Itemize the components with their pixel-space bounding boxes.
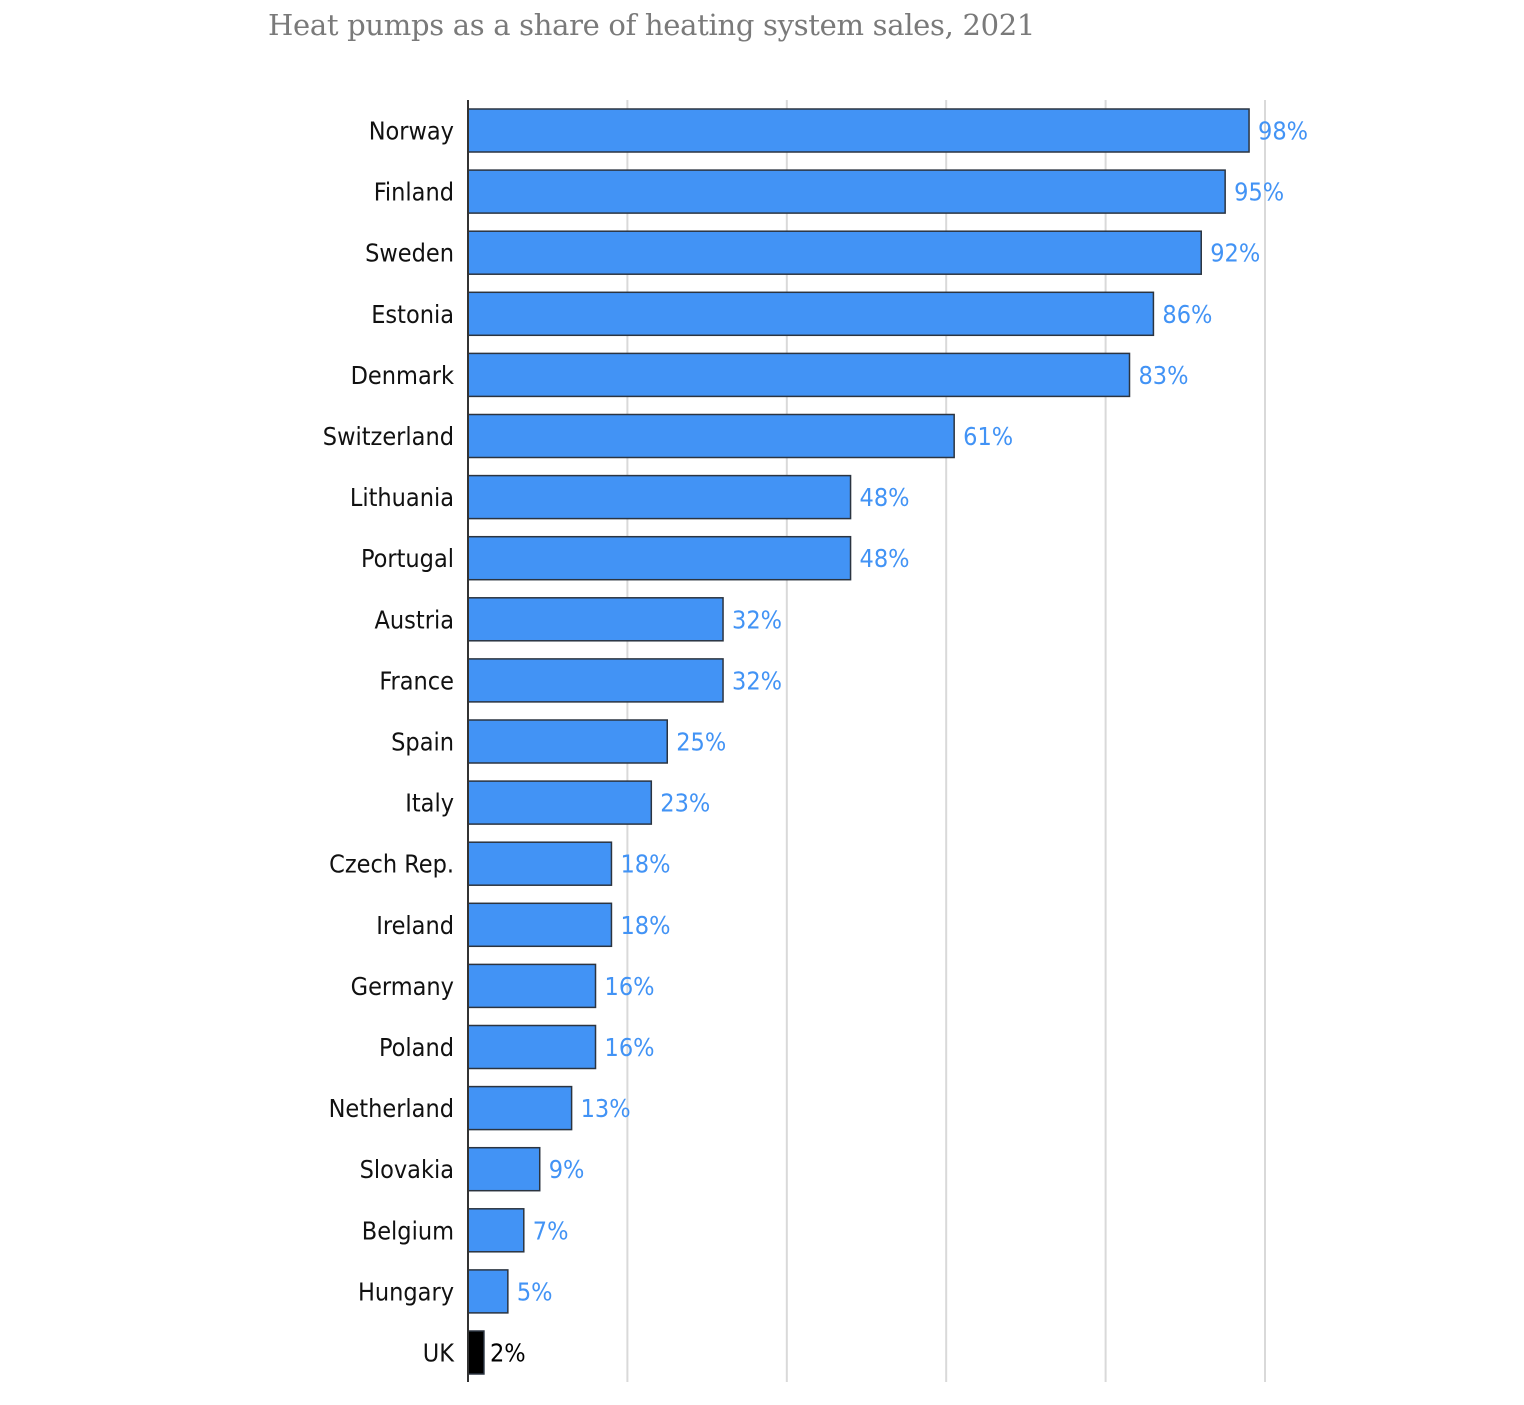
bar-denmark bbox=[467, 352, 1131, 398]
category-label-finland: Finland bbox=[374, 178, 454, 207]
bar-ireland bbox=[467, 902, 613, 948]
value-label-norway: 98% bbox=[1258, 117, 1308, 146]
category-label-ireland: Ireland bbox=[376, 911, 454, 940]
category-label-denmark: Denmark bbox=[351, 361, 454, 390]
bar-norway bbox=[467, 108, 1250, 153]
category-label-lithuania: Lithuania bbox=[350, 483, 454, 512]
bar-uk bbox=[467, 1330, 485, 1375]
bar-italy bbox=[467, 780, 653, 825]
value-label-belgium: 7% bbox=[533, 1216, 569, 1245]
bar-spain bbox=[467, 719, 668, 764]
bar-slovakia bbox=[467, 1146, 541, 1192]
category-label-sweden: Sweden bbox=[365, 239, 454, 268]
category-label-estonia: Estonia bbox=[371, 300, 454, 329]
category-label-hungary: Hungary bbox=[358, 1277, 454, 1306]
value-label-portugal: 48% bbox=[860, 544, 910, 573]
category-label-belgium: Belgium bbox=[362, 1216, 454, 1245]
bar-netherland bbox=[467, 1085, 573, 1131]
category-label-uk: UK bbox=[423, 1339, 455, 1368]
bar-france bbox=[467, 658, 724, 703]
category-label-italy: Italy bbox=[405, 789, 454, 818]
category-label-germany: Germany bbox=[351, 972, 454, 1001]
value-label-germany: 16% bbox=[605, 972, 655, 1001]
value-label-austria: 32% bbox=[732, 605, 782, 634]
bar-germany bbox=[467, 963, 597, 1009]
category-label-portugal: Portugal bbox=[361, 544, 454, 573]
value-label-finland: 95% bbox=[1234, 178, 1284, 207]
value-label-ireland: 18% bbox=[620, 911, 670, 940]
value-label-denmark: 83% bbox=[1139, 361, 1189, 390]
value-label-switzerland: 61% bbox=[963, 422, 1013, 451]
value-label-estonia: 86% bbox=[1162, 300, 1212, 329]
bar-finland bbox=[467, 169, 1226, 214]
category-label-france: France bbox=[379, 666, 454, 695]
category-label-slovakia: Slovakia bbox=[360, 1155, 454, 1184]
value-label-lithuania: 48% bbox=[860, 483, 910, 512]
chart-title: Heat pumps as a share of heating system … bbox=[268, 8, 1036, 42]
value-label-uk: 2% bbox=[490, 1339, 526, 1368]
category-label-netherland: Netherland bbox=[329, 1094, 454, 1123]
category-label-norway: Norway bbox=[369, 117, 454, 146]
category-label-switzerland: Switzerland bbox=[323, 422, 454, 451]
value-labels: 98% 95% 92% 86% 83% 61% 48% 48% 32% 32% 25% 23% 18% 1… bbox=[490, 117, 1308, 1368]
value-label-netherland: 13% bbox=[581, 1094, 631, 1123]
bar-portugal bbox=[467, 535, 852, 581]
value-label-sweden: 92% bbox=[1210, 239, 1260, 268]
bar-estonia bbox=[467, 291, 1155, 337]
bar-switzerland bbox=[467, 413, 955, 459]
bars bbox=[467, 108, 1250, 1375]
value-label-poland: 16% bbox=[605, 1033, 655, 1062]
value-label-spain: 25% bbox=[676, 728, 726, 757]
category-label-czech-rep: Czech Rep. bbox=[329, 850, 454, 879]
bar-belgium bbox=[467, 1208, 525, 1253]
value-label-czech-rep: 18% bbox=[620, 850, 670, 879]
category-label-austria: Austria bbox=[375, 605, 454, 634]
bar-austria bbox=[467, 597, 724, 642]
bar-sweden bbox=[467, 230, 1202, 275]
bar-hungary bbox=[467, 1269, 509, 1314]
bar-czech-rep bbox=[467, 841, 613, 886]
value-label-slovakia: 9% bbox=[549, 1155, 585, 1184]
category-label-poland: Poland bbox=[379, 1033, 454, 1062]
value-label-hungary: 5% bbox=[517, 1277, 553, 1306]
category-labels: Norway Finland Sweden Estonia Denmark Switzer… bbox=[323, 117, 455, 1368]
category-label-spain: Spain bbox=[391, 728, 454, 757]
bar-poland bbox=[467, 1024, 597, 1070]
value-label-italy: 23% bbox=[660, 789, 710, 818]
bar-lithuania bbox=[467, 474, 852, 520]
value-label-france: 32% bbox=[732, 666, 782, 695]
